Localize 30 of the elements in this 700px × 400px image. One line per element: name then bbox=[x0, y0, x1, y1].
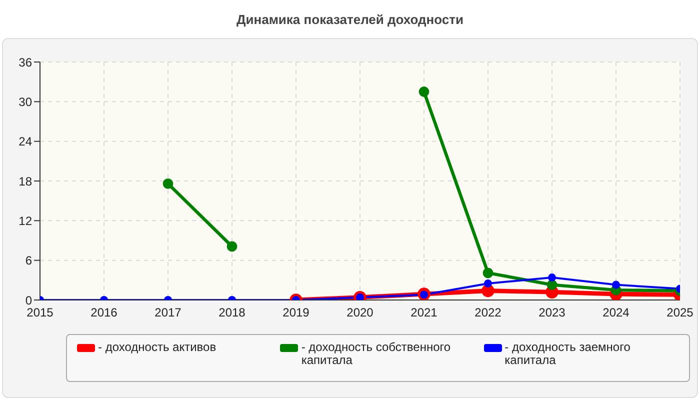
point bbox=[226, 241, 238, 252]
point bbox=[418, 86, 430, 97]
y-tick-label: 18 bbox=[18, 174, 32, 188]
legend-label: - доходность собственного капитала bbox=[301, 340, 452, 367]
y-tick-label: 0 bbox=[25, 293, 32, 308]
x-tick-label: 2023 bbox=[538, 306, 566, 320]
x-tick-label: 2024 bbox=[602, 306, 630, 320]
point bbox=[546, 280, 558, 290]
x-tick-label: 2016 bbox=[90, 306, 118, 320]
point bbox=[612, 280, 620, 289]
legend-label: - доходность активов bbox=[98, 340, 216, 354]
x-tick-label: 2017 bbox=[154, 306, 182, 320]
x-tick-label: 2018 bbox=[218, 306, 246, 320]
y-tick-label: 30 bbox=[18, 94, 32, 109]
legend-label: - доходность заемного капитала bbox=[504, 340, 632, 367]
y-tick-label: 12 bbox=[18, 214, 32, 228]
point bbox=[548, 274, 556, 282]
chart-title: Динамика показателей доходности bbox=[235, 12, 465, 27]
y-tick-label: 6 bbox=[25, 254, 32, 268]
point bbox=[484, 279, 492, 288]
x-tick-label: 2025 bbox=[666, 306, 694, 320]
y-tick-label: 36 bbox=[18, 55, 32, 70]
y-tick-label: 24 bbox=[18, 134, 32, 149]
x-tick-label: 2015 bbox=[26, 306, 54, 320]
point bbox=[482, 268, 494, 278]
x-tick-label: 2021 bbox=[410, 306, 438, 320]
point bbox=[162, 178, 174, 189]
x-tick-label: 2020 bbox=[346, 306, 374, 320]
x-tick-label: 2019 bbox=[282, 306, 310, 320]
x-tick-label: 2022 bbox=[474, 306, 502, 320]
